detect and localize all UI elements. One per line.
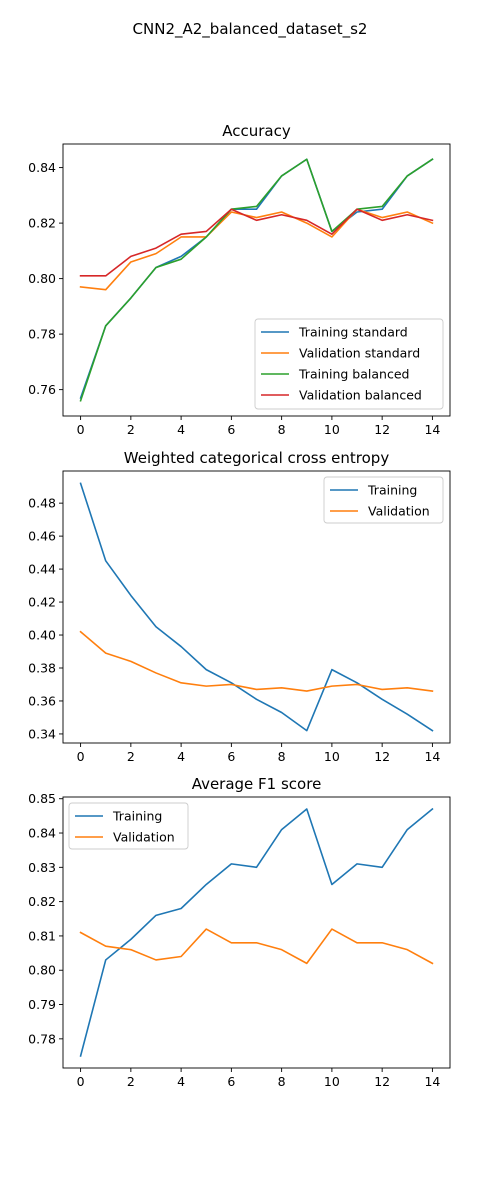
y-tick-label: 0.38 — [28, 660, 56, 675]
x-tick-label: 2 — [127, 1074, 135, 1089]
x-tick-label: 2 — [127, 422, 135, 437]
x-tick-label: 6 — [227, 749, 235, 764]
legend-entry: Training balanced — [298, 367, 409, 382]
legend: Training Validation — [323, 476, 444, 524]
y-tick-label: 0.48 — [28, 496, 56, 511]
series-line — [79, 208, 434, 291]
chart-1: Accuracy 0 2 4 6 8 10 12 14 0.76 0.78 0.80 0.82 0.84 T… — [28, 122, 451, 437]
chart-title: Weighted categorical cross entropy — [124, 449, 390, 467]
y-tick-label: 0.82 — [28, 894, 56, 909]
axes-frame — [62, 143, 451, 417]
x-tick-label: 4 — [177, 1074, 185, 1089]
y-tick-label: 0.85 — [28, 791, 56, 806]
y-tick-label: 0.79 — [28, 997, 56, 1012]
series-line — [79, 208, 434, 277]
x-tick-label: 2 — [127, 749, 135, 764]
x-tick-label: 14 — [424, 749, 440, 764]
series-line — [79, 630, 434, 692]
x-tick-label: 4 — [177, 749, 185, 764]
y-tick-label: 0.36 — [28, 693, 56, 708]
x-tick-label: 6 — [227, 1074, 235, 1089]
x-tick-label: 12 — [374, 749, 390, 764]
y-tick-label: 0.81 — [28, 928, 56, 943]
axes-frame — [62, 796, 451, 1069]
series-line — [79, 807, 434, 1057]
x-tick-label: 8 — [278, 422, 286, 437]
x-tick-label: 12 — [374, 1074, 390, 1089]
y-tick-label: 0.42 — [28, 595, 56, 610]
x-tick-label: 8 — [278, 749, 286, 764]
series-line — [79, 158, 434, 402]
y-tick-label: 0.78 — [28, 1031, 56, 1046]
y-tick-label: 0.34 — [28, 726, 56, 741]
legend-entry: Validation — [368, 504, 430, 519]
x-tick-label: 4 — [177, 422, 185, 437]
y-tick-label: 0.80 — [28, 963, 56, 978]
axes-frame — [62, 470, 451, 744]
x-tick-label: 6 — [227, 422, 235, 437]
y-tick-label: 0.84 — [28, 826, 56, 841]
x-tick-label: 8 — [278, 1074, 286, 1089]
figure-title: CNN2_A2_balanced_dataset_s2 — [132, 20, 368, 38]
chart-title: Average F1 score — [192, 775, 322, 793]
y-tick-label: 0.76 — [28, 382, 56, 397]
legend-entry: Training — [112, 809, 162, 824]
legend: Training standard Validation standard Trai… — [254, 318, 444, 410]
x-tick-label: 0 — [77, 1074, 85, 1089]
y-tick-label: 0.46 — [28, 529, 56, 544]
chart-3: Average F1 score 0 2 4 6 8 10 12 14 0.78 0.79 0.80 0… — [28, 775, 451, 1089]
y-tick-label: 0.82 — [28, 216, 56, 231]
x-tick-label: 10 — [324, 422, 340, 437]
y-tick-label: 0.84 — [28, 160, 56, 175]
series-line — [79, 482, 434, 732]
y-tick-label: 0.44 — [28, 562, 56, 577]
legend-entry: Validation balanced — [299, 388, 422, 403]
legend-entry: Training — [367, 483, 417, 498]
legend-entry: Validation — [113, 830, 175, 845]
x-tick-label: 0 — [77, 749, 85, 764]
y-tick-label: 0.78 — [28, 327, 56, 342]
x-tick-label: 0 — [77, 422, 85, 437]
x-tick-label: 12 — [374, 422, 390, 437]
legend: Training Validation — [68, 802, 189, 850]
y-tick-label: 0.83 — [28, 860, 56, 875]
chart-2: Weighted categorical cross entropy 0 2 4 6 8 1… — [28, 449, 451, 764]
x-tick-label: 14 — [424, 422, 440, 437]
x-tick-label: 10 — [324, 749, 340, 764]
legend-entry: Validation standard — [299, 346, 420, 361]
y-tick-label: 0.80 — [28, 271, 56, 286]
y-tick-label: 0.40 — [28, 628, 56, 643]
x-tick-label: 14 — [424, 1074, 440, 1089]
x-tick-label: 10 — [324, 1074, 340, 1089]
series-line — [79, 928, 434, 965]
legend-box — [254, 318, 444, 410]
chart-title: Accuracy — [222, 122, 291, 140]
legend-entry: Training standard — [298, 325, 408, 340]
